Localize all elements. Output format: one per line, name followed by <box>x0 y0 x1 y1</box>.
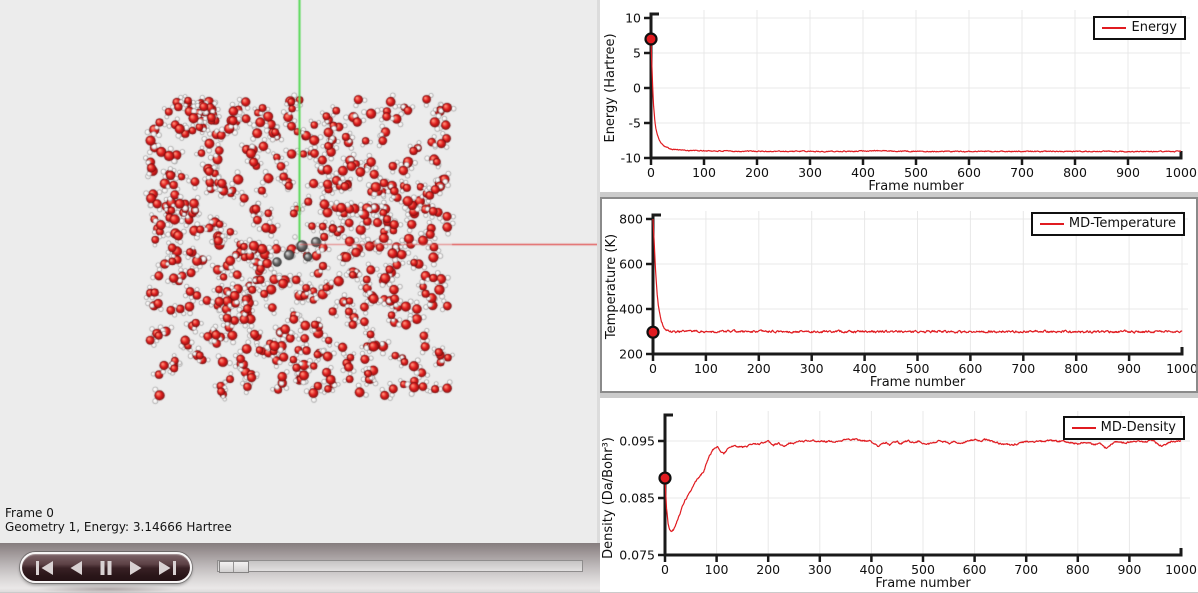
density-chart-plot: 0.095 0.085 0.075 0 100 200 300 400 500 600 700 800… <box>601 411 1197 591</box>
svg-text:700: 700 <box>1014 562 1038 577</box>
energy-chart-panel: 10 5 0 -5 -10 0 100 200 300 400 500 600 700 800 900 100… <box>600 0 1198 192</box>
frame-status: Frame 0 <box>5 506 54 520</box>
svg-text:400: 400 <box>851 165 875 180</box>
svg-text:200: 200 <box>747 361 771 376</box>
svg-text:0.085: 0.085 <box>619 491 655 506</box>
legend-label: MD-Temperature <box>1068 216 1176 231</box>
energy-chart-plot: 10 5 0 -5 -10 0 100 200 300 400 500 600 700 800 900 100… <box>603 10 1197 192</box>
molecule-viewport[interactable] <box>0 0 600 543</box>
playback-bar <box>0 543 600 593</box>
svg-text:1000: 1000 <box>1165 562 1197 577</box>
svg-text:800: 800 <box>1064 361 1088 376</box>
geometry-status: Geometry 1, Energy: 3.14666 Hartree <box>5 520 232 534</box>
svg-text:10: 10 <box>625 11 641 26</box>
status-area: Frame 0 Geometry 1, Energy: 3.14666 Hart… <box>5 506 232 534</box>
charts-column: 10 5 0 -5 -10 0 100 200 300 400 500 600 700 800 900 100… <box>600 0 1198 592</box>
svg-text:0.075: 0.075 <box>619 548 655 563</box>
svg-text:900: 900 <box>1117 562 1141 577</box>
skip-to-end-button[interactable] <box>154 559 180 577</box>
density-chart-panel: 0.095 0.085 0.075 0 100 200 300 400 500 600 700 800… <box>600 398 1198 592</box>
svg-text:Temperature (K): Temperature (K) <box>604 234 619 340</box>
svg-text:-10: -10 <box>621 151 641 166</box>
svg-text:700: 700 <box>1011 361 1035 376</box>
svg-text:0: 0 <box>649 361 657 376</box>
frame-slider-thumb[interactable] <box>219 561 249 573</box>
svg-text:0: 0 <box>647 165 655 180</box>
skip-to-start-button[interactable] <box>32 559 58 577</box>
svg-text:300: 300 <box>800 361 824 376</box>
pause-icon <box>99 560 113 576</box>
svg-text:600: 600 <box>963 562 987 577</box>
svg-text:900: 900 <box>1117 361 1141 376</box>
svg-text:Energy (Hartree): Energy (Hartree) <box>603 33 618 142</box>
svg-text:5: 5 <box>633 46 641 61</box>
svg-text:600: 600 <box>958 361 982 376</box>
panel-divider <box>597 0 600 543</box>
pill-reflection <box>34 585 180 593</box>
svg-text:-5: -5 <box>629 116 641 131</box>
temperature-chart-panel: 800 600 400 200 0 100 200 300 400 500 600 700 800 900… <box>600 197 1198 393</box>
svg-text:500: 500 <box>911 562 935 577</box>
svg-text:200: 200 <box>745 165 769 180</box>
legend-label: MD-Density <box>1100 420 1176 435</box>
play-button[interactable] <box>123 559 149 577</box>
svg-text:1000: 1000 <box>1165 165 1197 180</box>
molecule-viewer-panel: Frame 0 Geometry 1, Energy: 3.14666 Hart… <box>0 0 600 593</box>
svg-text:900: 900 <box>1116 165 1140 180</box>
svg-text:500: 500 <box>906 361 930 376</box>
energy-chart-legend: Energy <box>1093 16 1186 40</box>
legend-line-sample <box>1039 222 1064 225</box>
svg-text:600: 600 <box>957 165 981 180</box>
svg-text:200: 200 <box>756 562 780 577</box>
skip-to-end-icon <box>157 560 177 576</box>
svg-text:800: 800 <box>1066 562 1090 577</box>
svg-text:Density (Da/Bohr³): Density (Da/Bohr³) <box>601 437 616 559</box>
svg-text:800: 800 <box>1063 165 1087 180</box>
svg-text:400: 400 <box>859 562 883 577</box>
temperature-chart-legend: MD-Temperature <box>1030 212 1185 236</box>
step-back-button[interactable] <box>63 559 89 577</box>
svg-text:Frame number: Frame number <box>875 576 971 591</box>
legend-label: Energy <box>1131 20 1177 35</box>
skip-to-start-icon <box>35 560 55 576</box>
step-back-icon <box>67 560 85 576</box>
svg-text:800: 800 <box>619 212 643 227</box>
svg-text:500: 500 <box>904 165 928 180</box>
svg-text:Frame number: Frame number <box>870 375 966 390</box>
svg-text:0.095: 0.095 <box>619 434 655 449</box>
svg-text:200: 200 <box>619 347 643 362</box>
svg-text:300: 300 <box>808 562 832 577</box>
svg-text:1000: 1000 <box>1166 361 1196 376</box>
svg-text:600: 600 <box>619 257 643 272</box>
legend-line-sample <box>1102 26 1127 29</box>
density-chart-legend: MD-Density <box>1062 416 1185 440</box>
svg-text:Frame number: Frame number <box>868 179 964 192</box>
playback-controls <box>20 552 192 583</box>
play-icon <box>127 560 145 576</box>
svg-text:0: 0 <box>661 562 669 577</box>
svg-text:300: 300 <box>798 165 822 180</box>
svg-text:700: 700 <box>1010 165 1034 180</box>
svg-text:400: 400 <box>619 302 643 317</box>
svg-text:400: 400 <box>853 361 877 376</box>
temperature-chart-plot: 800 600 400 200 0 100 200 300 400 500 600 700 800 900… <box>604 211 1196 390</box>
legend-line-sample <box>1071 426 1096 429</box>
pause-button[interactable] <box>93 559 119 577</box>
svg-text:100: 100 <box>692 165 716 180</box>
frame-slider[interactable] <box>217 560 583 573</box>
svg-text:100: 100 <box>694 361 718 376</box>
svg-text:100: 100 <box>705 562 729 577</box>
svg-text:0: 0 <box>633 81 641 96</box>
